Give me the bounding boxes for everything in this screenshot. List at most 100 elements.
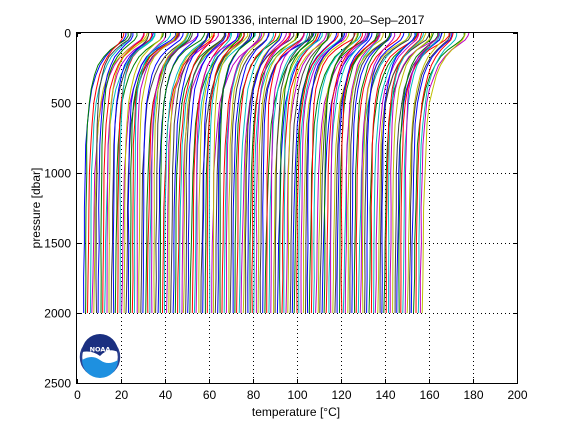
profile-line <box>296 32 339 314</box>
y-axis-label: pressure [dbar] <box>29 168 43 249</box>
profile-line <box>253 32 305 314</box>
profile-line <box>244 33 295 314</box>
profile-line <box>228 32 265 314</box>
profile-line <box>123 32 163 314</box>
noaa-logo-text: NOAA <box>90 346 111 354</box>
profile-line <box>108 32 149 313</box>
profile-line <box>193 32 232 314</box>
profile-line <box>104 32 156 314</box>
profile-line <box>385 32 423 314</box>
profile-line <box>317 33 358 314</box>
profile-line <box>419 32 470 314</box>
profile-line <box>266 32 305 314</box>
profile-line <box>325 32 363 314</box>
profile-line <box>238 33 274 314</box>
y-tick-label: 0 <box>64 27 71 41</box>
profile-line <box>344 32 381 314</box>
profile-line <box>219 32 255 314</box>
profile-line <box>100 32 138 314</box>
profile-lines <box>83 32 470 314</box>
x-tick-label: 200 <box>507 388 527 402</box>
x-tick-label: 40 <box>159 388 173 402</box>
profile-line <box>336 32 373 313</box>
x-tick-label: 120 <box>331 388 351 402</box>
profile-line <box>323 32 369 314</box>
noaa-logo-bird <box>82 334 118 356</box>
profile-line <box>232 32 270 314</box>
profile-line <box>406 32 446 314</box>
axis-ticks: 0 20 40 60 80 100 120 140 160 180 2000500100015002… <box>44 27 528 403</box>
profile-line <box>389 32 440 313</box>
profile-line <box>187 32 227 314</box>
profile-line <box>330 32 369 314</box>
profile-line <box>142 32 184 314</box>
profile-line <box>293 32 329 314</box>
profile-line <box>279 32 314 314</box>
profile-line <box>409 32 451 314</box>
profile-line <box>298 32 344 314</box>
profile-line <box>374 32 420 314</box>
profile-line <box>202 32 239 314</box>
profile-line <box>310 32 356 314</box>
profile-line <box>291 32 338 314</box>
profile-line <box>163 32 209 314</box>
y-tick-label: 500 <box>51 97 71 111</box>
profile-line <box>214 32 251 314</box>
x-tick-label: 0 <box>74 388 81 402</box>
profile-line <box>270 32 305 314</box>
profile-line <box>159 32 206 313</box>
y-tick-label: 2500 <box>44 377 71 391</box>
profile-line <box>247 32 283 314</box>
profile-line <box>200 32 245 314</box>
profile-line <box>119 32 156 314</box>
profile-line <box>151 32 199 314</box>
profile-line <box>87 32 125 314</box>
x-axis-label: temperature [°C] <box>252 405 340 419</box>
profile-line <box>332 32 384 314</box>
noaa-logo: NOAA <box>79 334 121 378</box>
profile-line <box>274 32 311 314</box>
profile-line <box>212 32 249 314</box>
profile-line <box>127 32 177 314</box>
profile-line <box>251 32 290 314</box>
profile-line <box>421 32 466 314</box>
profile-line <box>133 32 172 314</box>
profile-line <box>300 32 347 314</box>
profile-line <box>383 32 434 314</box>
profile-line <box>366 32 405 314</box>
profile-line <box>229 32 270 314</box>
profile-line <box>387 32 424 314</box>
profile-line <box>400 32 450 314</box>
profile-line <box>340 32 381 314</box>
profile-line <box>379 32 430 313</box>
x-tick-label: 80 <box>247 388 261 402</box>
profile-line <box>225 32 263 314</box>
profile-line <box>102 32 145 314</box>
noaa-logo-wave <box>82 357 118 378</box>
profile-line <box>138 32 178 314</box>
x-tick-label: 100 <box>287 388 307 402</box>
x-tick-label: 60 <box>203 388 217 402</box>
profile-line <box>170 32 209 314</box>
chart-title: WMO ID 5901336, internal ID 1900, 20–Sep… <box>156 13 425 27</box>
y-tick-label: 1000 <box>44 167 71 181</box>
profile-line <box>185 32 225 314</box>
profile-line <box>255 32 292 314</box>
profile-line <box>402 32 441 314</box>
profile-line <box>396 32 443 314</box>
profile-line <box>181 32 231 314</box>
profile-line <box>206 32 245 314</box>
profile-line <box>281 32 319 314</box>
profile-line <box>404 33 440 314</box>
profile-line <box>349 32 391 314</box>
x-tick-label: 140 <box>375 388 395 402</box>
profile-line <box>355 32 402 314</box>
profile-line <box>285 32 327 314</box>
y-tick-label: 1500 <box>44 237 71 251</box>
plot-frame <box>76 32 518 384</box>
profile-line <box>268 32 309 314</box>
profile-line <box>155 32 193 314</box>
profile-line <box>85 32 129 314</box>
profile-line <box>362 32 411 314</box>
